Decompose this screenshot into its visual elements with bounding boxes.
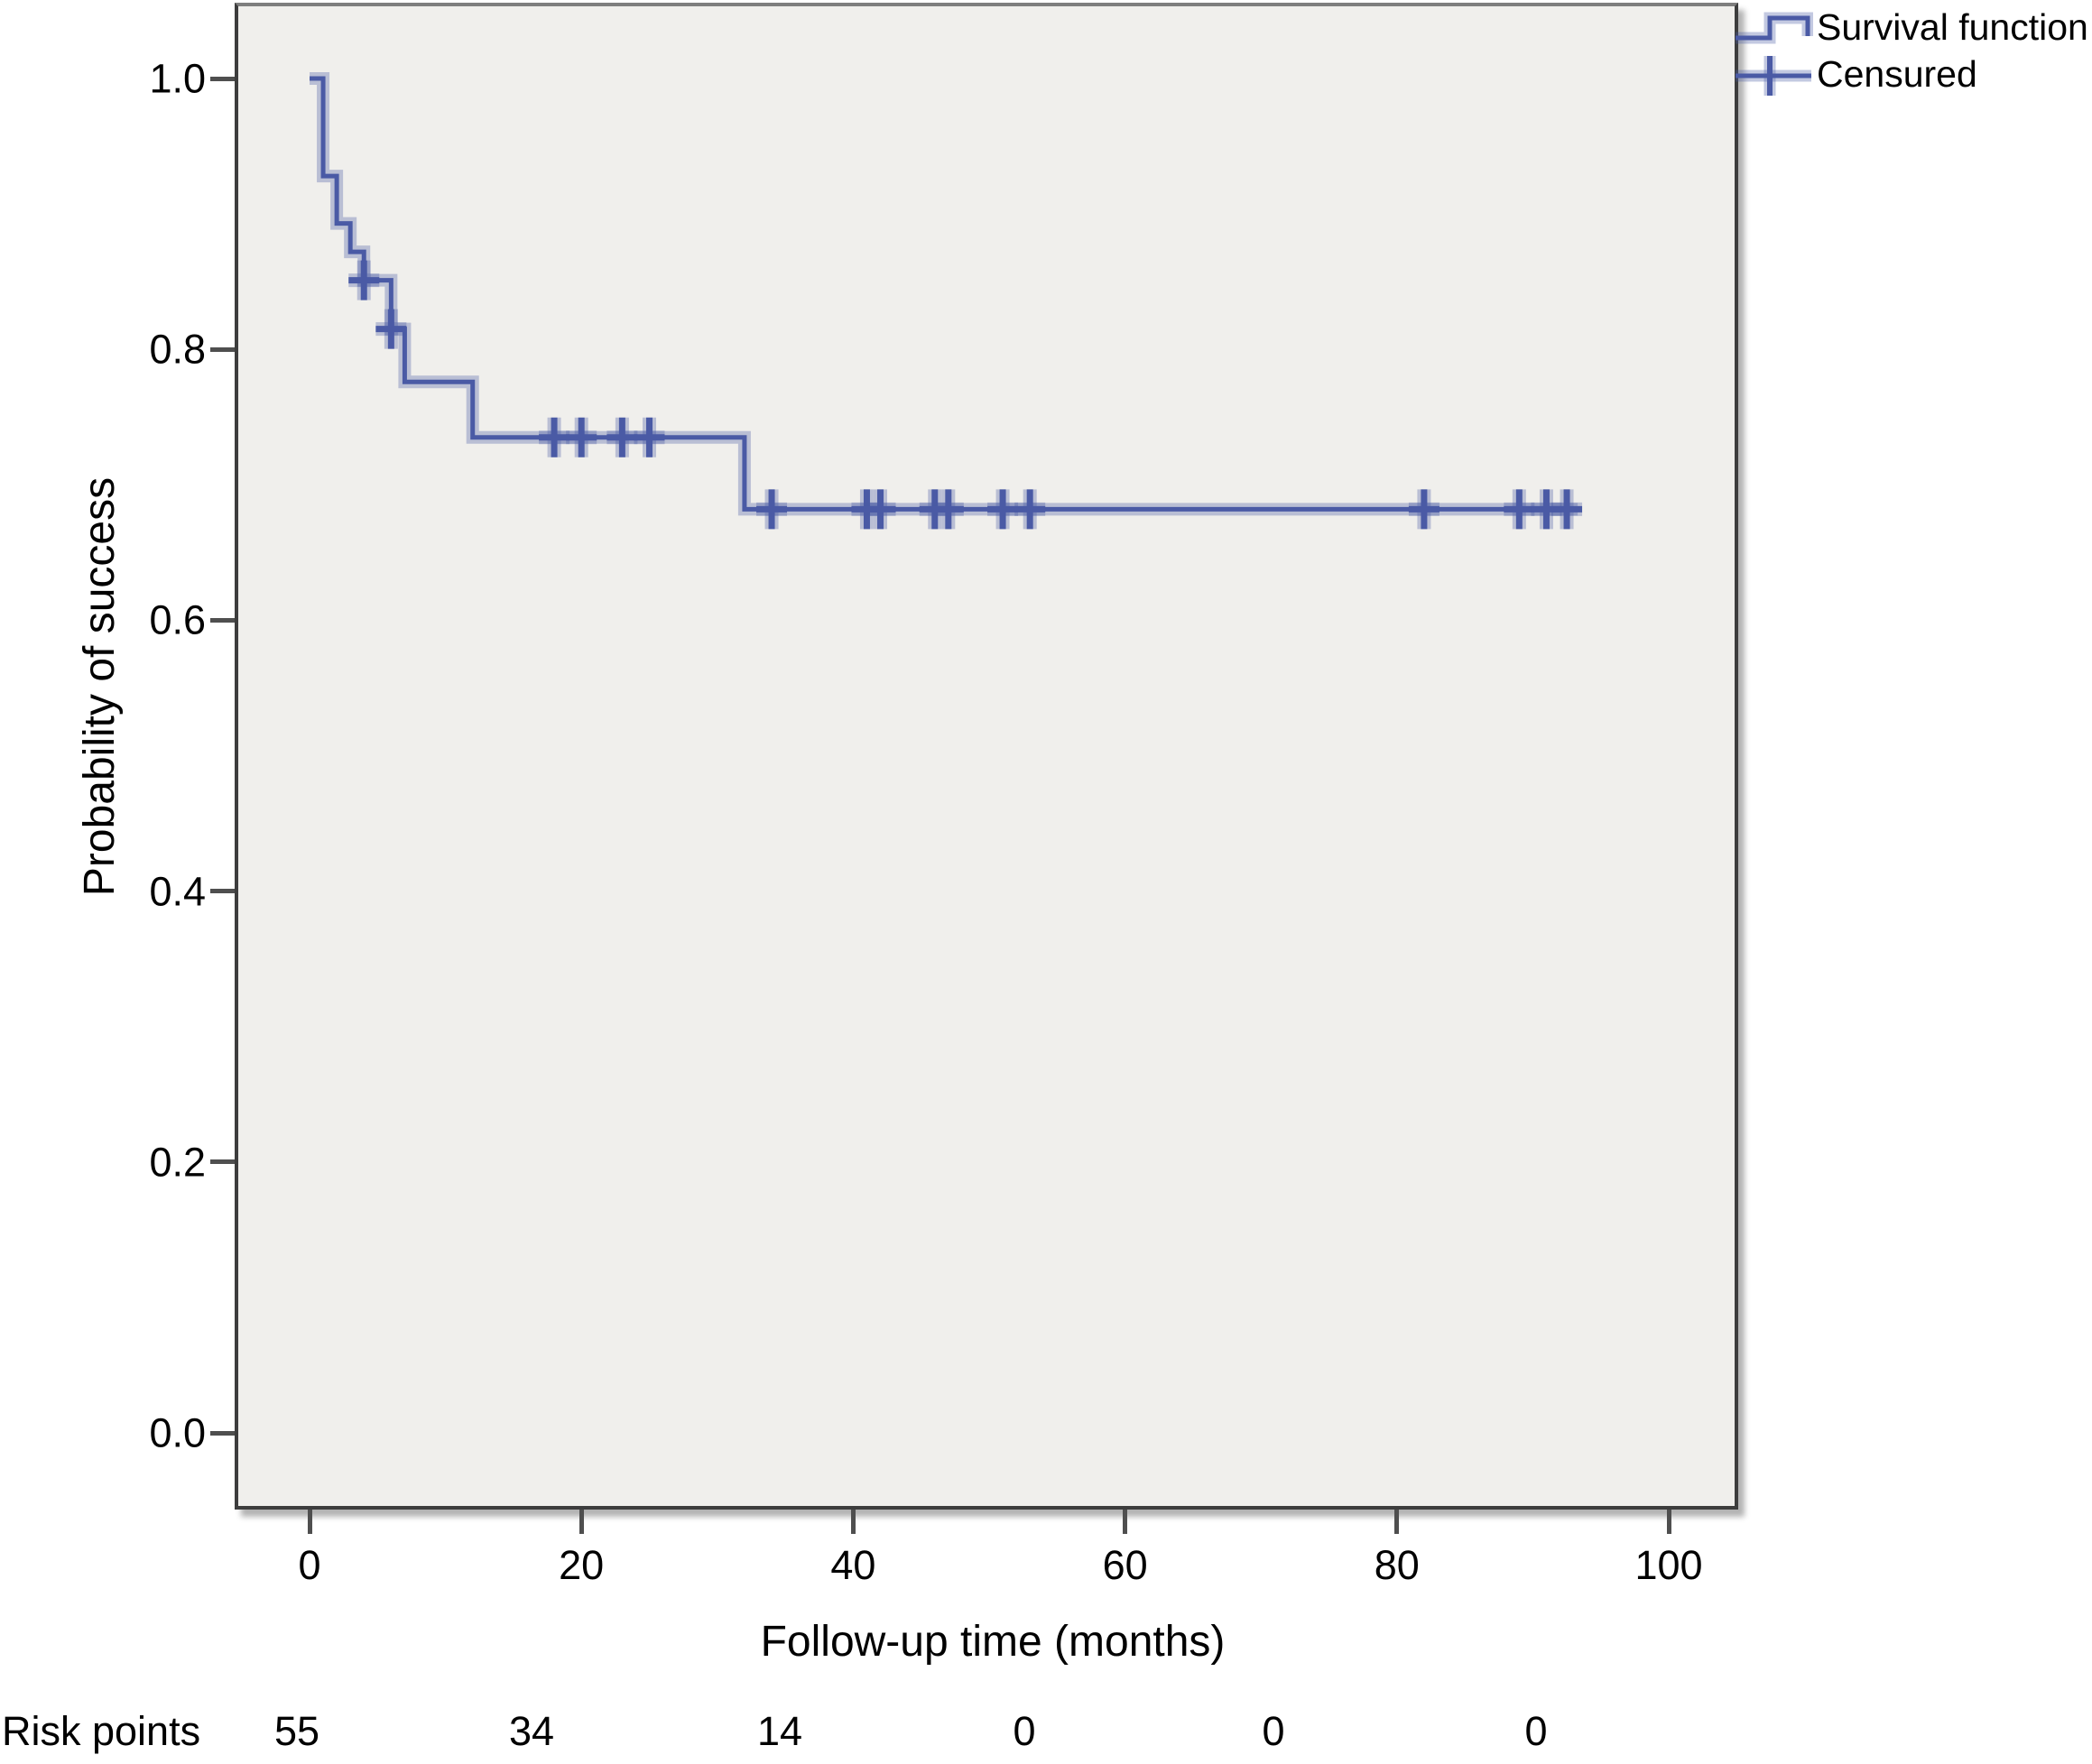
y-axis-title: Probability of success bbox=[76, 476, 124, 897]
censured-plus-icon bbox=[1736, 56, 1811, 96]
x-axis-tick bbox=[307, 1510, 312, 1534]
survival-curve-halo bbox=[310, 72, 1578, 516]
legend-label-censured: Censured bbox=[1817, 52, 1977, 95]
y-axis-tick bbox=[210, 617, 235, 623]
x-axis-title: Follow-up time (months) bbox=[760, 1618, 1226, 1666]
risk-value: 55 bbox=[273, 1708, 320, 1754]
legend-item-survival-function: Survival function bbox=[1734, 4, 2088, 51]
y-axis-tick bbox=[210, 889, 235, 894]
survival-function-step-icon bbox=[1736, 12, 1813, 44]
survival-curve-canvas bbox=[310, 72, 1583, 530]
risk-value: 0 bbox=[1262, 1708, 1285, 1754]
y-axis-tick-label: 1.0 bbox=[149, 55, 206, 102]
y-axis-tick-label: 0.2 bbox=[149, 1139, 206, 1186]
x-axis-tick-label: 0 bbox=[298, 1542, 321, 1588]
risk-value: 34 bbox=[508, 1708, 555, 1754]
risk-value: 0 bbox=[1524, 1708, 1548, 1754]
x-axis-tick-label: 60 bbox=[1102, 1542, 1148, 1588]
x-axis-tick-label: 100 bbox=[1634, 1542, 1703, 1588]
censor-mark bbox=[539, 417, 570, 457]
x-axis-tick bbox=[579, 1510, 584, 1534]
censor-mark bbox=[1551, 489, 1583, 530]
risk-value: 14 bbox=[756, 1708, 803, 1754]
x-axis-tick bbox=[1666, 1510, 1671, 1534]
legend-label-survival-function: Survival function bbox=[1817, 5, 2088, 48]
x-axis-tick-label: 80 bbox=[1374, 1542, 1420, 1588]
censor-mark bbox=[566, 417, 597, 457]
censor-mark bbox=[1504, 489, 1535, 530]
x-axis-tick bbox=[1123, 1510, 1128, 1534]
y-axis-tick bbox=[210, 346, 235, 352]
censor-mark bbox=[932, 489, 964, 530]
censor-mark bbox=[348, 260, 380, 300]
legend-item-censured: Censured bbox=[1734, 51, 2088, 97]
censor-mark bbox=[1408, 489, 1439, 530]
y-axis-tick-label: 0.8 bbox=[149, 326, 206, 373]
censor-mark bbox=[987, 489, 1019, 530]
y-axis-tick bbox=[210, 1159, 235, 1165]
y-axis-tick bbox=[210, 1430, 235, 1436]
x-axis-tick-label: 40 bbox=[830, 1542, 876, 1588]
censor-mark bbox=[865, 489, 896, 530]
censor-mark bbox=[756, 489, 788, 530]
plot-area bbox=[235, 3, 1738, 1510]
risk-row: Risk points 55 34 14 0 0 0 bbox=[0, 1711, 2092, 1756]
censor-mark bbox=[375, 309, 407, 349]
censor-mark bbox=[634, 417, 665, 457]
x-axis-tick bbox=[850, 1510, 856, 1534]
censor-mark bbox=[1014, 489, 1046, 530]
risk-row-label: Risk points bbox=[2, 1708, 201, 1754]
survival-curve bbox=[310, 76, 1578, 512]
legend: Survival function Censured bbox=[1734, 4, 2088, 97]
x-axis-tick bbox=[1394, 1510, 1400, 1534]
y-axis-tick-label: 0.0 bbox=[149, 1409, 206, 1456]
y-axis-tick bbox=[210, 76, 235, 81]
x-axis-tick-label: 20 bbox=[559, 1542, 605, 1588]
censor-mark bbox=[606, 417, 638, 457]
risk-value: 0 bbox=[1013, 1708, 1036, 1754]
